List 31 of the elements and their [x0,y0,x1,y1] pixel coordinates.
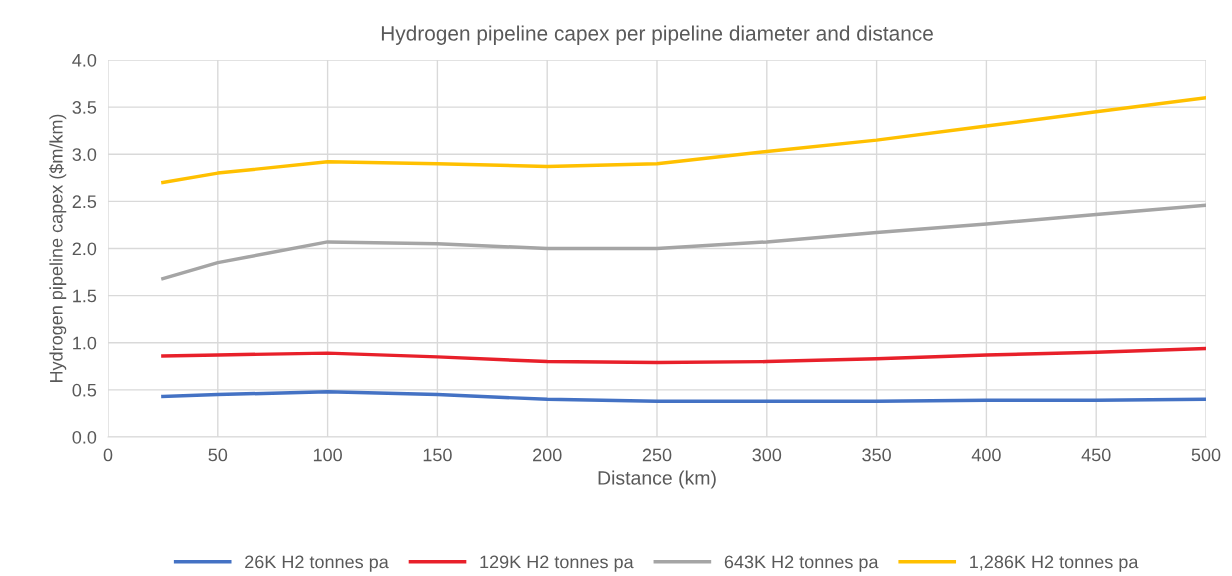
chart-title: Hydrogen pipeline capex per pipeline diameter and distance [381,25,933,45]
y-tick-label: 3.5 [72,101,97,114]
legend-label: 1,286K H2 tonnes pa [970,555,1139,572]
x-tick-label: 200 [533,448,562,462]
y-tick-label: 1.5 [73,289,97,303]
x-tick-label: 250 [642,448,672,462]
y-tick-label: 2.0 [72,242,97,256]
y-tick-label: 2.5 [72,195,97,209]
x-tick-label: 500 [1191,448,1221,462]
legend-label: 643K H2 tonnes pa [724,555,879,572]
x-tick-label: 300 [752,448,782,462]
y-axis-title: Hydrogen pipeline capex ($m/km) [49,114,67,382]
legend-label: 129K H2 tonnes pa [480,555,634,572]
x-tick-label: 400 [971,448,1001,462]
line-series [161,95,1206,185]
line-series [161,203,1206,281]
line-series [161,390,1206,403]
y-tick-label: 1.0 [73,336,97,350]
x-axis-title: Distance (km) [598,470,716,489]
y-tick-label: 0.5 [72,383,97,397]
x-tick-label: 350 [862,448,891,462]
line-series [161,346,1206,365]
y-tick-label: 4.0 [72,53,97,67]
x-tick-label: 50 [208,448,228,462]
x-tick-label: 150 [423,448,452,462]
x-tick-label: 100 [313,448,342,462]
legend-label: 26K H2 tonnes pa [245,555,389,572]
x-tick-label: 450 [1081,448,1111,462]
y-tick-label: 0.0 [72,430,97,444]
y-tick-label: 3.0 [72,148,97,161]
x-tick-label: 0 [103,448,113,462]
